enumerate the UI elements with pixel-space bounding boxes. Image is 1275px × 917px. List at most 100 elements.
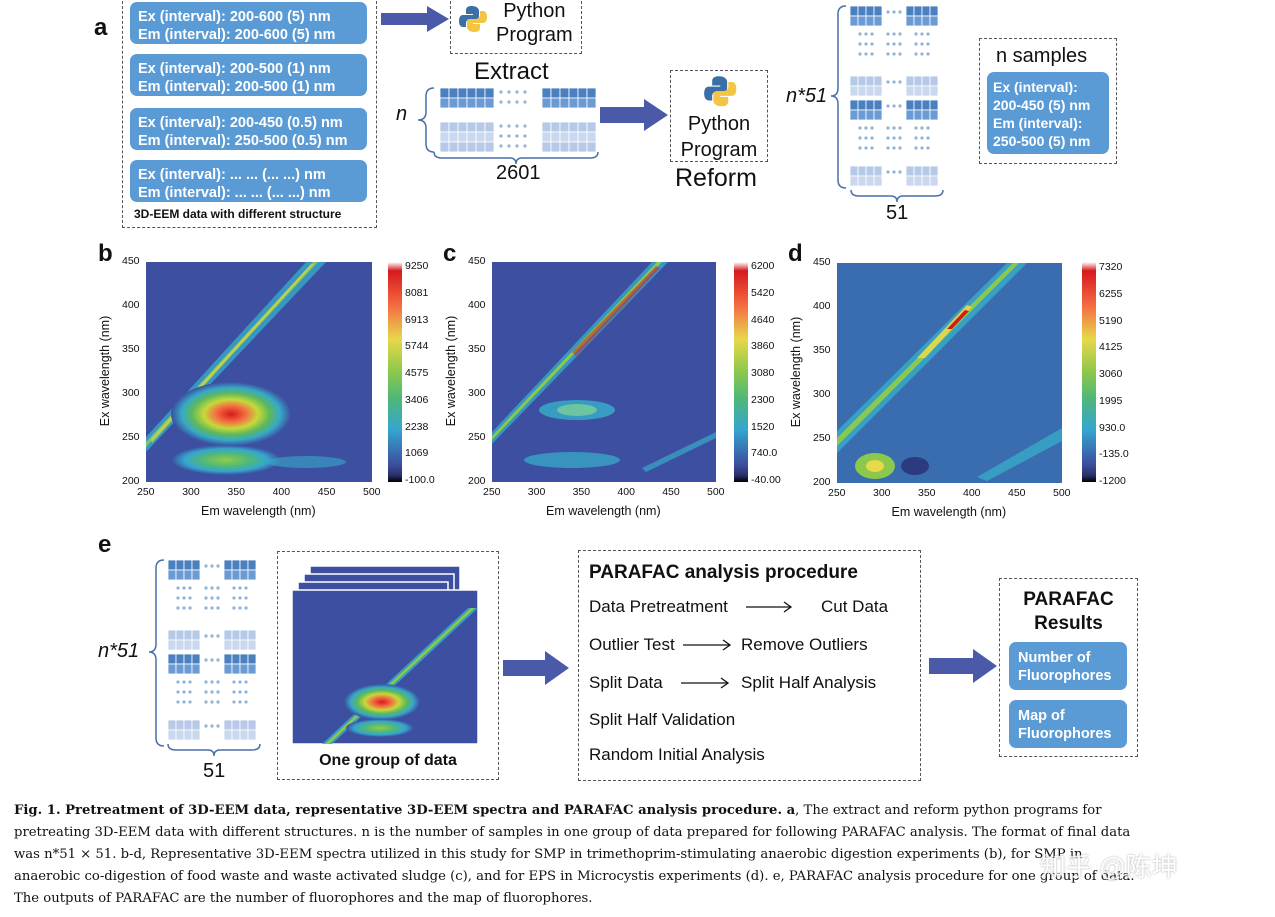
matrix-cell — [873, 175, 883, 187]
proc-step-right: Split Half Analysis — [741, 673, 877, 692]
colorbar-label: 5744 — [405, 340, 429, 353]
matrix-cell — [865, 165, 875, 177]
y-tick-label: 250 — [468, 431, 486, 443]
matrix-dot — [182, 700, 186, 704]
matrix-dot — [204, 586, 208, 590]
e-n51-label: n*51 — [98, 640, 140, 662]
matrix-dot — [210, 680, 214, 684]
matrix-dot — [515, 124, 519, 128]
matrix-dot — [515, 100, 519, 104]
y-tick-label: 200 — [468, 475, 486, 487]
x-tick-label: 300 — [527, 486, 546, 498]
x-tick-label: 450 — [1008, 487, 1026, 499]
matrix-cell — [921, 109, 931, 121]
matrix-cell — [873, 99, 883, 111]
colorbar-label: -135.0 — [1099, 448, 1129, 461]
interval-em: Em (interval): 250-500 (0.5) nm — [138, 133, 348, 149]
matrix-cell — [247, 629, 257, 641]
matrix-dot — [926, 126, 930, 130]
colorbar-label: 3060 — [1099, 368, 1123, 380]
y-tick-label: 400 — [813, 300, 831, 312]
matrix-dot — [920, 32, 924, 36]
matrix-cell — [239, 559, 249, 571]
colorbar-label: 1995 — [1099, 394, 1123, 407]
matrix-cell — [849, 109, 859, 121]
matrix-dot — [523, 100, 527, 104]
x-tick-label: 350 — [918, 487, 936, 499]
matrix-dot — [914, 146, 918, 150]
matrix-cell — [929, 75, 939, 87]
matrix-cell — [559, 121, 570, 133]
matrix-dot — [858, 42, 862, 46]
y-tick-label: 350 — [813, 344, 831, 356]
matrix-dot — [886, 10, 890, 14]
matrix-dot — [499, 144, 503, 148]
arrow-to-results — [929, 649, 997, 683]
y-tick-label: 300 — [813, 388, 831, 400]
matrix-dot — [507, 144, 511, 148]
matrix-dot — [870, 32, 874, 36]
interval-box-2: Ex (interval): 200-500 (1) nm Em (interv… — [130, 54, 367, 96]
matrix-cell — [568, 131, 579, 143]
proc-step-left: Outlier Test — [589, 635, 675, 654]
n-samples-label: n samples — [996, 45, 1088, 67]
matrix-dot — [216, 690, 220, 694]
matrix-cell — [239, 639, 249, 651]
matrix-cell — [448, 97, 459, 109]
matrix-dot — [176, 690, 180, 694]
matrix-dot — [892, 126, 896, 130]
matrix-cell — [457, 131, 468, 143]
matrix-cell — [849, 5, 859, 17]
matrix-cell — [873, 109, 883, 121]
matrix-cell — [448, 131, 459, 143]
x-tick-label: 450 — [317, 486, 336, 498]
matrix-cell — [929, 85, 939, 97]
interval-em: Em (interval): 200-500 (1) nm — [138, 79, 336, 95]
matrix-dot — [499, 100, 503, 104]
matrix-cell — [550, 131, 561, 143]
y-tick-label: 200 — [122, 475, 140, 487]
colorbar-label: 5190 — [1099, 314, 1123, 327]
matrix-cell — [457, 121, 468, 133]
matrix-cell — [873, 165, 883, 177]
matrix-dot — [238, 586, 242, 590]
matrix-cell — [865, 5, 875, 17]
interval-group-frame — [122, 0, 377, 228]
matrix-cell — [541, 87, 552, 99]
matrix-cell — [857, 99, 867, 111]
panel-e-letter: e — [98, 531, 112, 558]
panel-c-colorbar — [734, 262, 748, 482]
group-caption: 3D-EEM data with different structure — [134, 207, 342, 221]
matrix-dot — [926, 32, 930, 36]
matrix-dot — [507, 134, 511, 138]
matrix-cell — [550, 121, 561, 133]
interval-ex: Ex (interval): 200-600 (5) nm — [138, 9, 331, 25]
n-samples-box: Ex (interval): 200-450 (5) nm Em (interv… — [987, 72, 1109, 154]
matrix-cell — [175, 663, 185, 675]
matrix-dot — [204, 634, 208, 638]
matrix-cell — [191, 719, 201, 731]
matrix-cell — [577, 97, 588, 109]
stacked-spectra — [292, 566, 479, 745]
figure-caption: Fig. 1. Pretreatment of 3D-EEM data, rep… — [14, 800, 1219, 910]
matrix-dot — [870, 146, 874, 150]
matrix-dot — [216, 724, 220, 728]
matrix-dot — [210, 700, 214, 704]
python-program-mid-label: Python Program — [680, 113, 758, 161]
result-map-of-fluorophores: Map of Fluorophores — [1009, 700, 1127, 748]
matrix-dot — [182, 606, 186, 610]
result-number-of-fluorophores: Number of Fluorophores — [1009, 642, 1127, 690]
e-bracket — [167, 743, 261, 757]
matrix-cell — [191, 729, 201, 741]
matrix-cell — [183, 663, 193, 675]
interval-ex: Ex (interval): ... ... (... ...) nm — [138, 167, 326, 183]
matrix-cell — [247, 729, 257, 741]
matrix-cell — [849, 85, 859, 97]
matrix-dot — [232, 596, 236, 600]
matrix-dot — [523, 124, 527, 128]
matrix-dot — [886, 104, 890, 108]
matrix-dot — [914, 52, 918, 56]
x-tick-label: 250 — [828, 487, 846, 499]
matrix-cell — [247, 663, 257, 675]
colorbar-label: 740.0 — [751, 447, 778, 460]
